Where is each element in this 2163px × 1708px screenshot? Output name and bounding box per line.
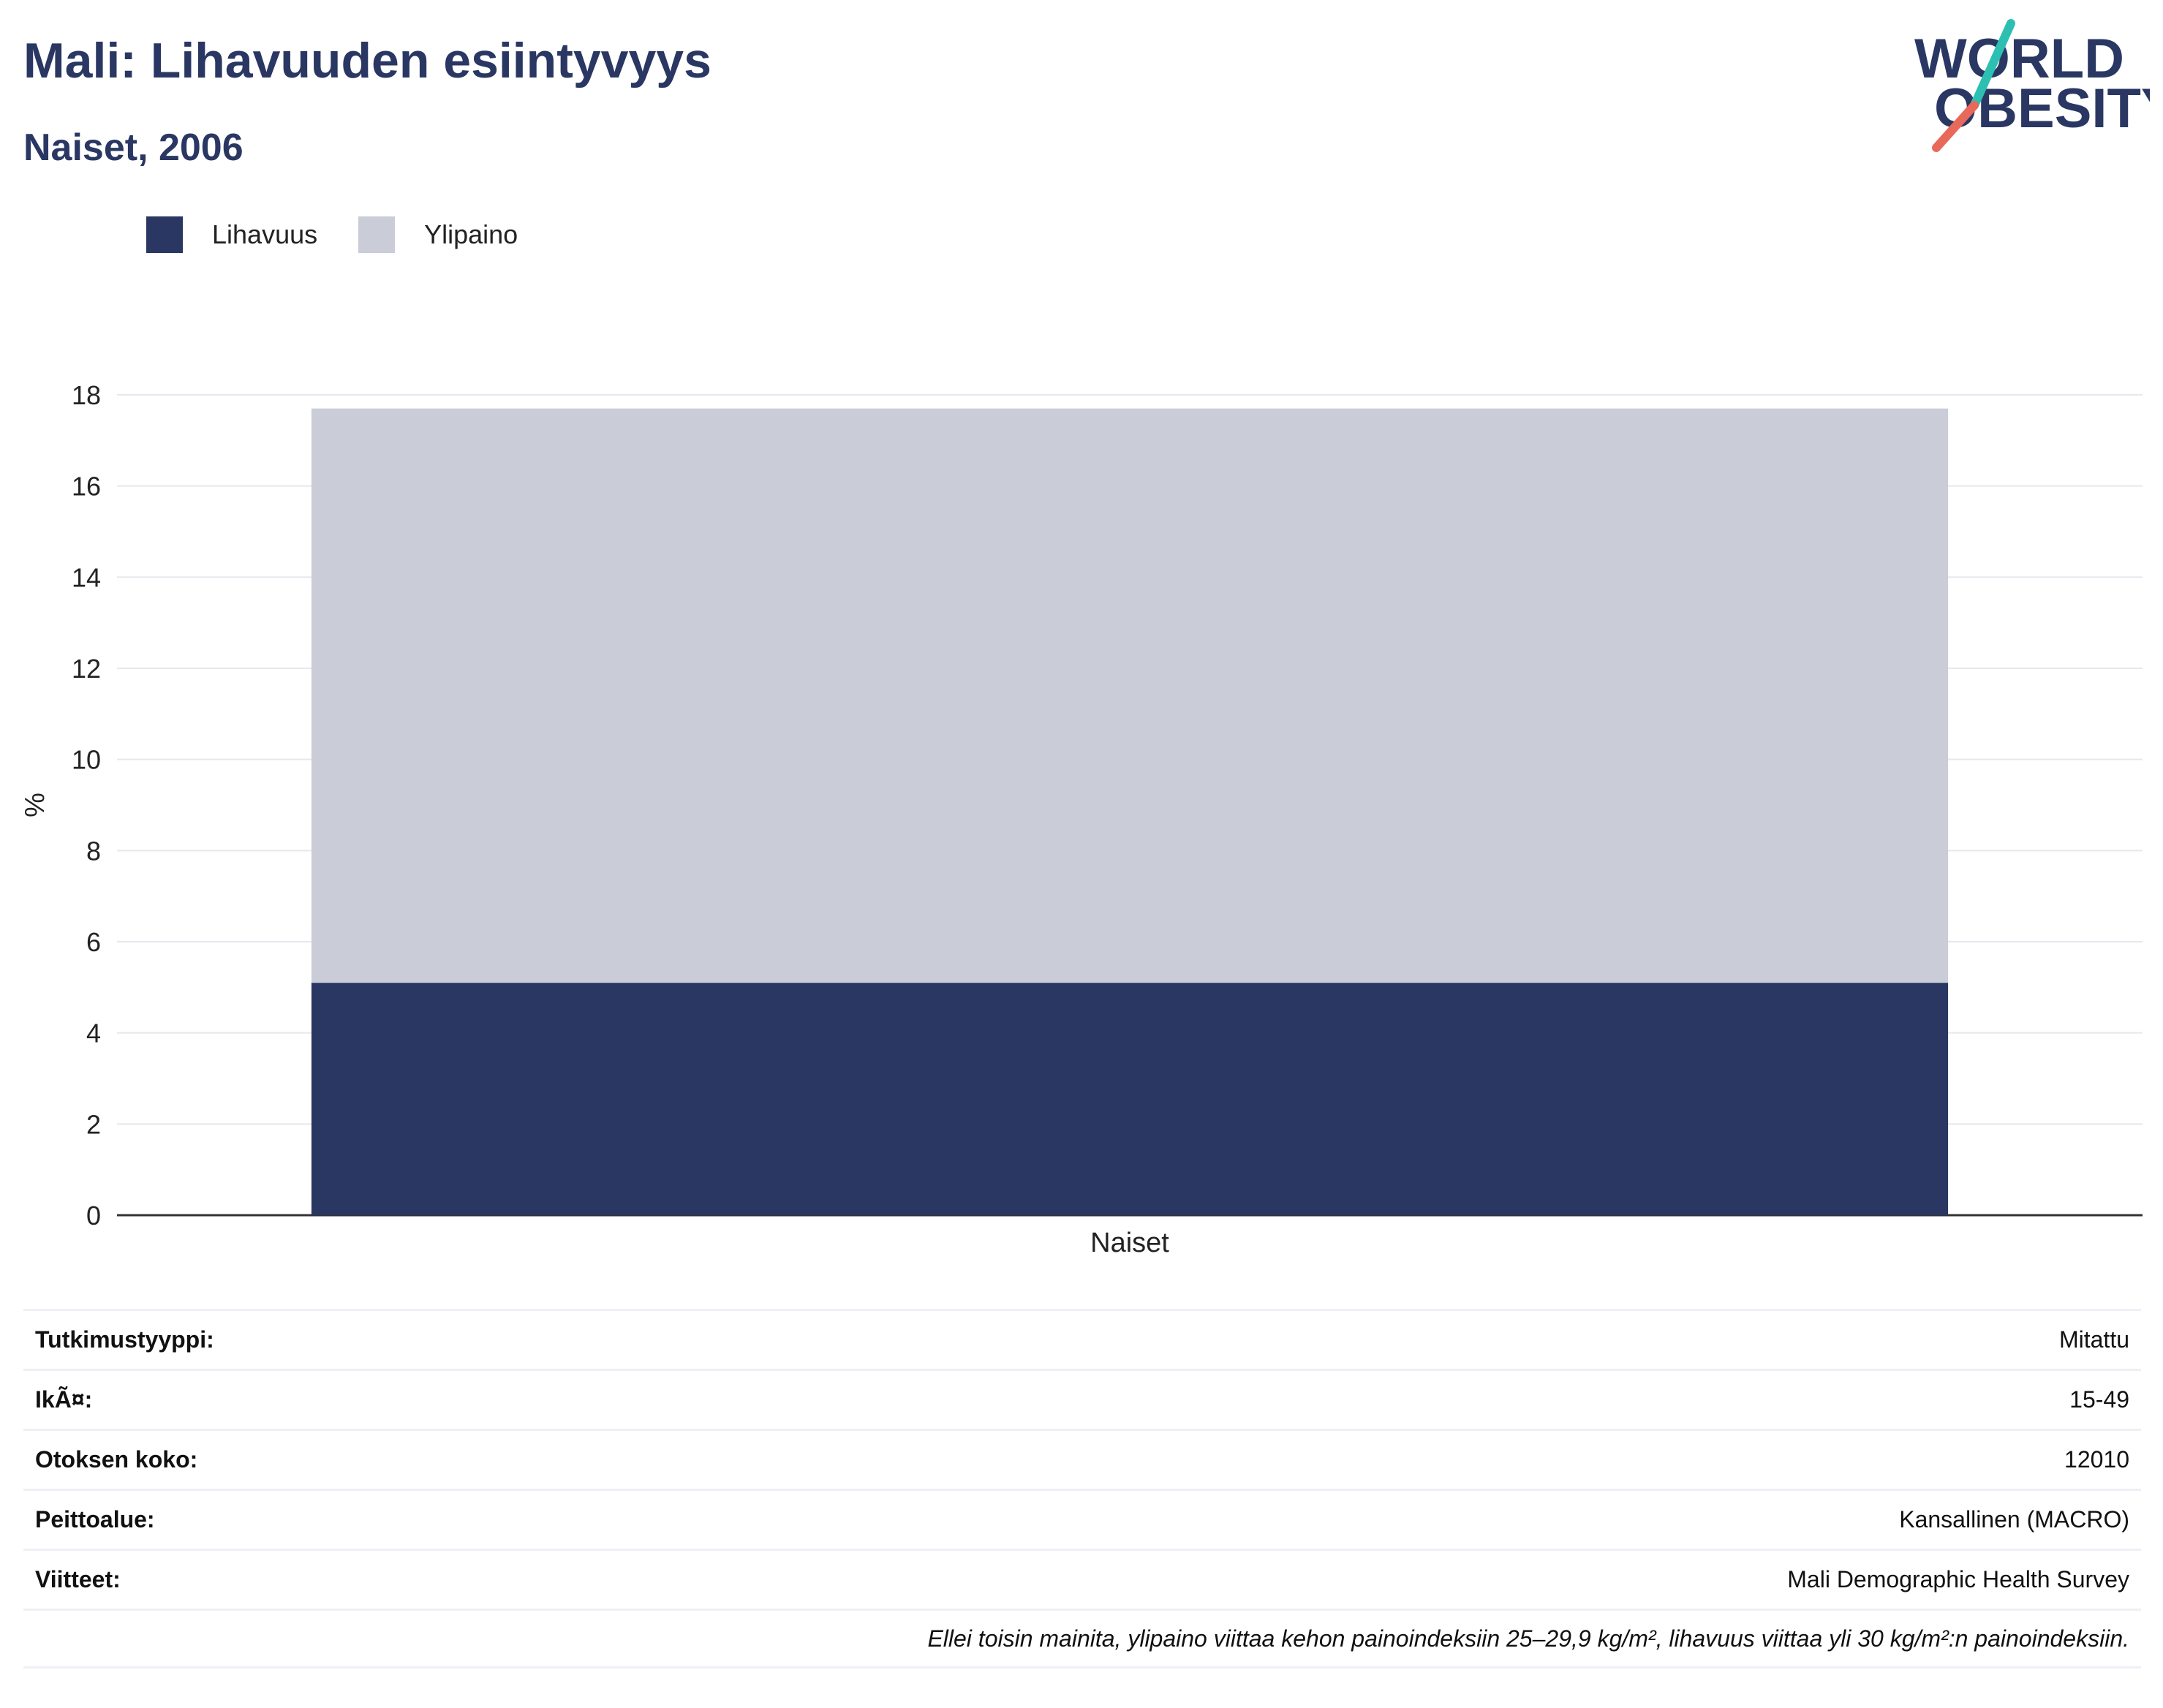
- legend-item-overweight[interactable]: Ylipaino: [358, 216, 518, 253]
- y-tick-label: 16: [72, 472, 101, 502]
- info-value: 15-49: [2069, 1386, 2129, 1413]
- y-tick-label: 10: [72, 745, 101, 775]
- bar-segment-overweight[interactable]: [311, 408, 1949, 983]
- logo-slash-teal: [1970, 19, 2015, 110]
- info-value: 12010: [2064, 1446, 2129, 1473]
- legend-label-obesity: Lihavuus: [212, 219, 318, 249]
- bar-segment-obesity[interactable]: [311, 983, 1949, 1215]
- info-value: Kansallinen (MACRO): [1899, 1506, 2129, 1533]
- info-value: Mitattu: [2058, 1326, 2129, 1353]
- y-tick-labels: 0 2 4 6 8 10 12 14 16 18: [72, 380, 101, 1231]
- y-tick-label: 18: [72, 380, 101, 410]
- info-row: Otoksen koko: 12010: [23, 1429, 2141, 1489]
- x-tick-label: Naiset: [1090, 1228, 1169, 1258]
- legend-swatch-obesity: [146, 216, 183, 253]
- logo-slash-red: [1932, 101, 1979, 152]
- logo-word-world: WORLD: [1914, 28, 2124, 90]
- definition-note: Ellei toisin mainita, ylipaino viittaa k…: [23, 1609, 2141, 1669]
- y-tick-label: 0: [86, 1201, 101, 1231]
- info-label: Tutkimustyyppi:: [35, 1326, 214, 1353]
- world-obesity-logo: WORLD OBESITY: [1914, 19, 2150, 152]
- info-row: IkÃ¤: 15-49: [23, 1369, 2141, 1429]
- legend-swatch-overweight: [358, 216, 396, 253]
- bars: [311, 408, 1949, 1215]
- info-value: Mali Demographic Health Survey: [1787, 1566, 2129, 1592]
- info-row: Peittoalue: Kansallinen (MACRO): [23, 1489, 2141, 1549]
- legend-item-obesity[interactable]: Lihavuus: [146, 216, 317, 253]
- y-tick-label: 12: [72, 654, 101, 684]
- y-axis-label: %: [20, 793, 50, 817]
- y-tick-label: 2: [86, 1109, 101, 1139]
- info-label: Viitteet:: [35, 1566, 121, 1592]
- info-label: IkÃ¤:: [35, 1386, 93, 1413]
- y-tick-label: 4: [86, 1019, 101, 1048]
- info-row: Tutkimustyyppi: Mitattu: [23, 1309, 2141, 1369]
- chart-title: Mali: Lihavuuden esiintyvyys: [23, 33, 711, 88]
- x-tick-labels: Naiset: [1090, 1228, 1169, 1258]
- definition-note-text: Ellei toisin mainita, ylipaino viittaa k…: [927, 1625, 2129, 1652]
- info-table: Tutkimustyyppi: Mitattu IkÃ¤: 15-49 Otok…: [23, 1309, 2141, 1669]
- legend: Lihavuus Ylipaino: [146, 216, 559, 253]
- legend-label-overweight: Ylipaino: [424, 219, 518, 249]
- bar-chart: 0 2 4 6 8 10 12 14 16 18 Naiset %: [20, 380, 2143, 1258]
- y-tick-label: 14: [72, 562, 101, 592]
- info-label: Peittoalue:: [35, 1506, 155, 1533]
- info-label: Otoksen koko:: [35, 1446, 198, 1473]
- y-tick-label: 8: [86, 836, 101, 866]
- info-row: Viitteet: Mali Demographic Health Survey: [23, 1549, 2141, 1609]
- chart-subtitle: Naiset, 2006: [23, 126, 244, 169]
- y-tick-label: 6: [86, 927, 101, 957]
